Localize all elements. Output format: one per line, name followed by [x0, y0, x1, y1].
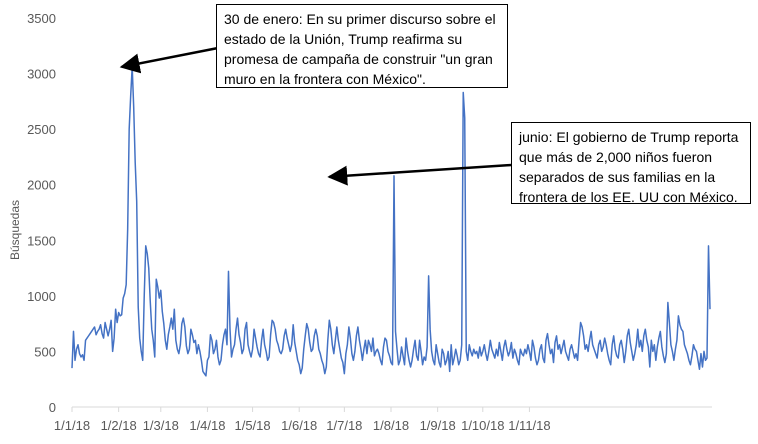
annotation-2-line-1: junio: El gobierno de Trump reporta: [519, 129, 739, 145]
x-tick-label: 1/9/18: [420, 418, 456, 433]
annotation-2-line-2: que más de 2,000 niños fueron: [519, 149, 713, 165]
annotation-callout-1: 30 de enero: En su primer discurso sobre…: [216, 4, 508, 88]
x-tick-label: 1/8/18: [373, 418, 409, 433]
annotation-callout-2: junio: El gobierno de Trump reporta que …: [511, 122, 751, 205]
y-tick-label: 2500: [27, 122, 56, 137]
y-tick-label: 500: [34, 344, 56, 359]
x-tick-label: 1/4/18: [189, 418, 225, 433]
y-tick-label: 0: [49, 400, 56, 415]
annotation-arrow-1: [119, 46, 219, 74]
y-tick-label: 1500: [27, 233, 56, 248]
annotation-1-line-4: muro en la frontera con México".: [224, 71, 426, 87]
annotation-1-line-3: promesa de campaña de construir "un gran: [224, 51, 493, 67]
annotation-arrow-2: [327, 163, 512, 186]
x-tick-label: 1/2/18: [101, 418, 137, 433]
series-line-busquedas: [71, 66, 711, 377]
x-tick-label: 1/7/18: [326, 418, 362, 433]
x-tick-label: 1/1/18: [54, 418, 90, 433]
y-axis-title: Búsquedas: [8, 200, 22, 260]
x-axis-ticks: 1/1/18 1/2/18 1/3/18 1/4/18 1/5/18 1/6/18 1/7/…: [54, 407, 551, 433]
x-tick-label: 1/3/18: [143, 418, 179, 433]
annotation-2-line-4: frontera de los EE. UU con México.: [519, 189, 738, 205]
x-tick-label: 1/11/18: [508, 418, 550, 433]
y-tick-label: 2000: [27, 178, 56, 193]
x-tick-label: 1/6/18: [281, 418, 317, 433]
y-axis-ticks: 0 500 1000 1500 2000 2500 3000 3500: [27, 11, 56, 415]
y-tick-label: 1000: [27, 289, 56, 304]
y-tick-label: 3000: [27, 67, 56, 82]
annotation-2-line-3: separados de sus familias en la: [519, 169, 716, 185]
annotation-1-line-1: 30 de enero: En su primer discurso sobre…: [224, 11, 496, 27]
x-tick-label: 1/5/18: [234, 418, 270, 433]
annotation-1-line-2: estado de la Unión, Trump reafirma su: [224, 31, 463, 47]
y-tick-label: 3500: [27, 11, 56, 26]
x-tick-label: 1/10/18: [461, 418, 504, 433]
